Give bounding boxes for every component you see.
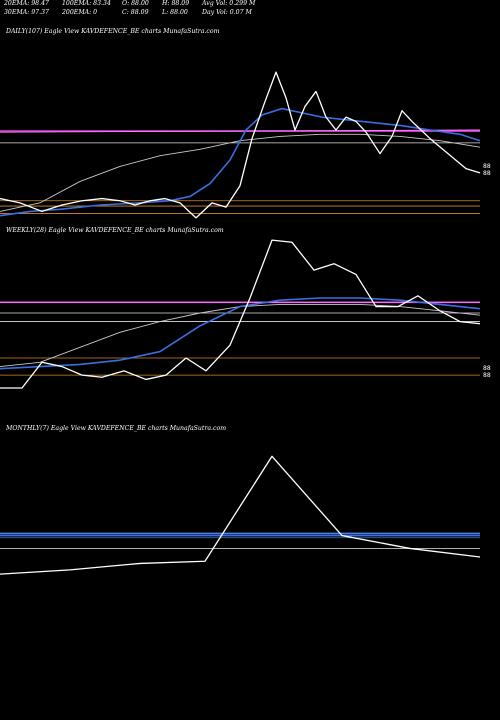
- high-label: H: 88.09: [162, 0, 190, 7]
- monthly-price-line: [0, 455, 481, 575]
- daily-ema-line: [0, 129, 481, 133]
- low-label: L: 88.00: [162, 9, 188, 16]
- ema100-label: 100EMA: 83.34: [62, 0, 111, 7]
- header-row-1: 20EMA: 98.47 100EMA: 83.34 O: 88.00 H: 8…: [4, 0, 500, 9]
- open-label: O: 88.00: [122, 0, 149, 7]
- daily-ema-line: [0, 107, 481, 217]
- daily-price-label: 88: [483, 170, 491, 177]
- weekly-price-line: [0, 239, 481, 389]
- daily-price-label: 88: [483, 163, 491, 170]
- monthly-chart-title: MONTHLY(7) Eagle View KAVDEFENCE_BE char…: [6, 425, 227, 432]
- weekly-ema-line: [0, 303, 481, 368]
- monthly-chart: [0, 455, 481, 575]
- weekly-price-label: 88: [483, 365, 491, 372]
- close-label: C: 88.09: [122, 9, 149, 16]
- avg-vol-label: Avg Vol: 0.299 M: [202, 0, 256, 7]
- header-row-2: 30EMA: 97.37 200EMA: 0 C: 88.09 L: 88.00…: [4, 9, 500, 18]
- daily-price-line: [0, 71, 481, 219]
- header-stats: 20EMA: 98.47 100EMA: 83.34 O: 88.00 H: 8…: [4, 0, 500, 22]
- daily-ema-line: [0, 133, 481, 212]
- ema20-label: 20EMA: 98.47: [4, 0, 49, 7]
- day-vol-label: Day Vol: 0.07 M: [202, 9, 252, 16]
- ema200-label: 200EMA: 0: [62, 9, 98, 16]
- ema30-label: 30EMA: 97.37: [4, 9, 49, 16]
- weekly-ema-line: [0, 297, 481, 370]
- daily-chart-title: DAILY(107) Eagle View KAVDEFENCE_BE char…: [6, 28, 220, 35]
- weekly-price-label: 88: [483, 372, 491, 379]
- weekly-chart-title: WEEKLY(28) Eagle View KAVDEFENCE_BE char…: [6, 227, 224, 234]
